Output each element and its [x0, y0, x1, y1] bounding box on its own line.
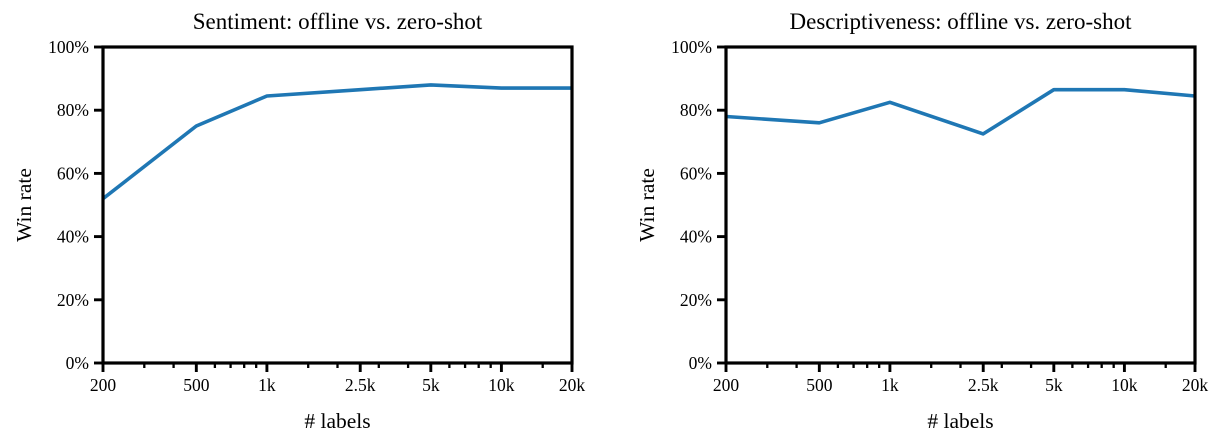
y-tick-label: 60%: [57, 163, 89, 183]
x-tick-label: 500: [806, 375, 833, 395]
y-tick-label: 100%: [671, 37, 712, 57]
x-tick-label: 500: [183, 375, 210, 395]
plot-area-border: [724, 45, 1197, 365]
y-tick-label: 60%: [680, 163, 712, 183]
y-tick-label: 0%: [66, 353, 89, 373]
x-tick-label: 2.5k: [345, 375, 376, 395]
x-tick-label: 10k: [488, 375, 515, 395]
y-tick-label: 0%: [689, 353, 712, 373]
y-tick-label: 100%: [48, 37, 89, 57]
x-tick-label: 1k: [258, 375, 276, 395]
y-tick-label: 20%: [680, 290, 712, 310]
x-tick-label: 5k: [422, 375, 440, 395]
x-tick-label: 5k: [1045, 375, 1063, 395]
x-tick-label: 2.5k: [968, 375, 999, 395]
x-tick-label: 200: [713, 375, 740, 395]
x-axis-label: # labels: [927, 409, 993, 433]
chart-panel-descriptiveness: 200 500 1k 2.5k 5k 10k 20k 0% 20% 40% 60% 80% 100% De…: [635, 9, 1208, 433]
chart-title: Sentiment: offline vs. zero-shot: [193, 9, 483, 34]
y-tick-label: 80%: [680, 100, 712, 120]
series-line-offline: [101, 83, 572, 201]
chart-panel-sentiment: 200 500 1k 2.5k 5k 10k 20k 0% 20% 40% 60% 80% 100% Se…: [12, 9, 585, 433]
x-tick-label: 20k: [559, 375, 586, 395]
x-tick-label: 200: [90, 375, 117, 395]
x-axis-label: # labels: [304, 409, 370, 433]
series-line-offline: [725, 87, 1196, 136]
y-axis-label: Win rate: [635, 168, 659, 242]
y-axis-label: Win rate: [12, 168, 36, 242]
y-tick-label: 40%: [57, 227, 89, 247]
y-tick-label: 80%: [57, 100, 89, 120]
x-tick-label: 10k: [1111, 375, 1138, 395]
chart-title: Descriptiveness: offline vs. zero-shot: [790, 9, 1133, 34]
plot-area-border: [101, 45, 574, 365]
x-tick-label: 20k: [1182, 375, 1209, 395]
y-tick-label: 20%: [57, 290, 89, 310]
y-tick-label: 40%: [680, 227, 712, 247]
x-tick-label: 1k: [881, 375, 899, 395]
